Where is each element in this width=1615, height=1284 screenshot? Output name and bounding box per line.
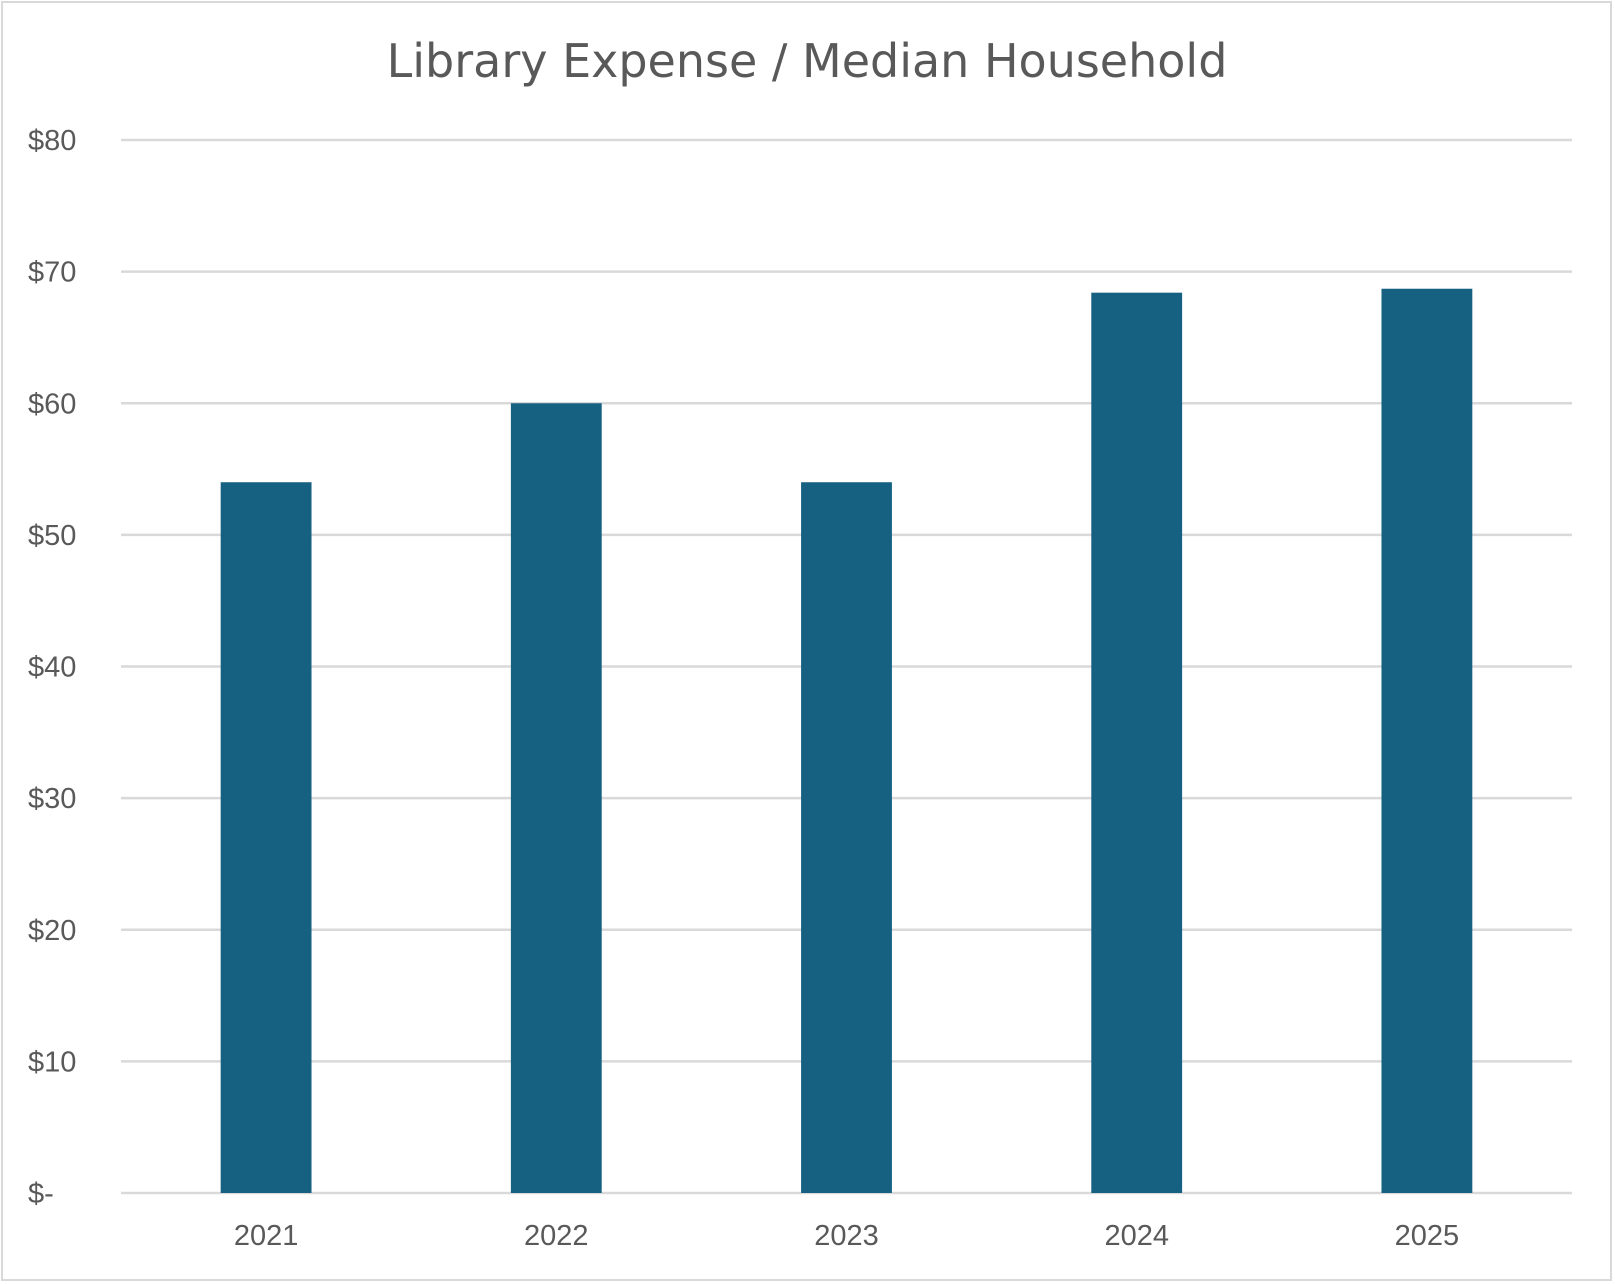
y-tick-label: $40 (28, 652, 76, 684)
bar-2023 (801, 482, 892, 1194)
y-tick-label: $10 (28, 1046, 76, 1078)
y-tick-label: $60 (28, 388, 76, 420)
y-tick-label: $70 (28, 257, 76, 289)
x-tick-label: 2025 (1395, 1220, 1460, 1252)
bar-2024 (1091, 292, 1183, 1193)
x-tick-label: 2024 (1104, 1220, 1169, 1252)
bar-2021 (220, 482, 312, 1194)
y-axis-ticks: $- $10 $20 $30 $40 $50 $60 $70 $80 (28, 125, 76, 1210)
x-tick-label: 2022 (524, 1220, 589, 1252)
chart-title: Library Expense / Median Household (387, 34, 1228, 88)
x-tick-label: 2023 (814, 1220, 879, 1252)
bars (220, 288, 1473, 1194)
x-axis-ticks: 2021 2022 2023 2024 2025 (234, 1220, 1459, 1252)
x-tick-label: 2021 (234, 1220, 299, 1252)
bar-2022 (510, 403, 602, 1193)
y-tick-label: $50 (28, 520, 76, 552)
y-tick-label: $20 (28, 915, 76, 947)
bar-2025 (1381, 288, 1473, 1194)
y-tick-label: $80 (28, 125, 76, 157)
y-tick-label: $- (28, 1178, 54, 1210)
y-tick-label: $30 (28, 783, 76, 815)
